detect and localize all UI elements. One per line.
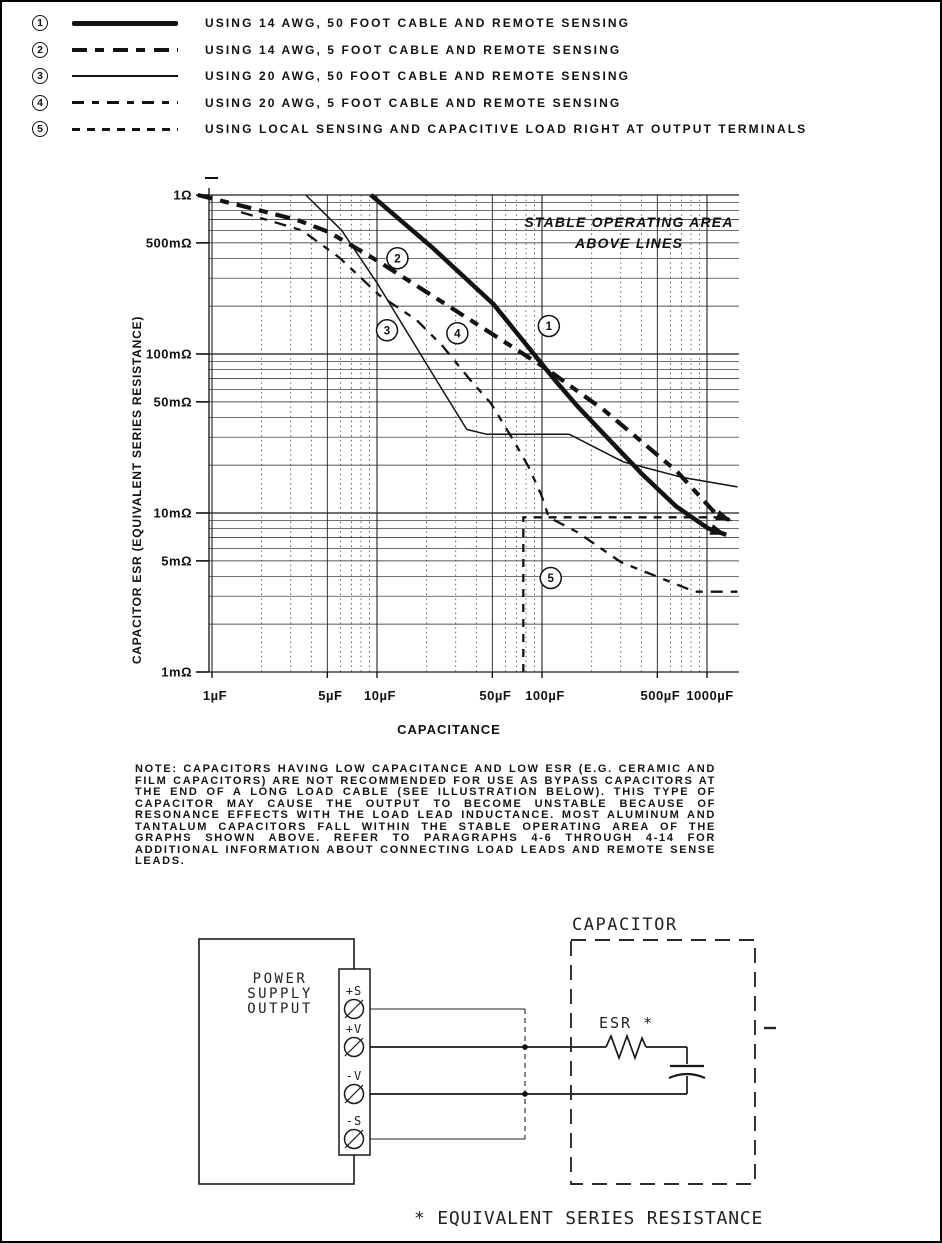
y-axis-title: CAPACITOR ESR (EQUIVALENT SERIES RESISTA… [130,316,144,664]
junction-dot-minus [522,1091,528,1097]
legend-number-badge: 4 [32,94,48,111]
legend-number: 5 [37,123,43,136]
terminal-label--V: -V [346,1069,362,1083]
legend-number-badge: 3 [32,68,48,85]
y-tick-label: 50mΩ [154,394,192,409]
capacitor-label: CAPACITOR [572,915,678,935]
curve-number-3: 3 [384,325,390,337]
x-tick-label: 500µF [641,688,681,703]
legend-line-sample [72,127,178,131]
esr-footnote: * EQUIVALENT SERIES RESISTANCE [414,1208,764,1229]
terminal-slash [344,1084,364,1104]
curve-3 [305,194,738,488]
legend-number-badge: 5 [32,121,48,138]
x-tick-label: 10µF [364,688,396,703]
curve-number-badge-1 [537,314,561,338]
legend-line-sample [72,47,178,52]
note-label: NOTE [135,763,173,775]
legend-number-badge: 1 [32,15,48,32]
legend-label: USING LOCAL SENSING AND CAPACITIVE LOAD … [205,122,808,137]
curve-2 [197,192,733,523]
legend-item-4: 4 USING 20 AWG, 5 FOOT CABLE AND REMOTE … [32,90,807,117]
legend-item-1: 1 USING 14 AWG, 50 FOOT CABLE AND REMOTE… [32,10,807,37]
capacitor-dashed-box [570,939,756,1185]
legend-item-3: 3 USING 20 AWG, 50 FOOT CABLE AND REMOTE… [32,63,807,90]
terminal-slash [344,1037,364,1057]
legend-label: USING 20 AWG, 50 FOOT CABLE AND REMOTE S… [205,69,631,84]
curve-4 [240,211,738,593]
legend-line-sample [72,101,178,105]
legend-item-5: 5 USING LOCAL SENSING AND CAPACITIVE LOA… [32,116,807,143]
note-body: : CAPACITORS HAVING LOW CAPACITANCE AND … [135,763,716,867]
chart-grid [205,177,739,673]
cable-legend: 1 USING 14 AWG, 50 FOOT CABLE AND REMOTE… [32,10,807,143]
chart-curve-number-badges: 1 2 3 4 5 [375,247,563,590]
curve-1 [369,193,728,537]
curve-number-1: 1 [546,321,553,333]
legend-label: USING 20 AWG, 5 FOOT CABLE AND REMOTE SE… [205,95,622,110]
x-tick-label: 100µF [525,688,565,703]
legend-label: USING 14 AWG, 5 FOOT CABLE AND REMOTE SE… [205,42,622,57]
legend-number-badge: 2 [32,41,48,58]
terminal-group: +S +V -V -S [343,984,365,1150]
curve-number-5: 5 [548,573,555,585]
terminal-label--S: -S [346,1114,362,1128]
power-supply-label-line2: SUPPLY [247,986,313,1002]
x-tick-label: 50µF [479,688,511,703]
power-supply-label-line3: OUTPUT [247,1001,313,1017]
y-tick-label: 5mΩ [161,553,192,568]
junction-dot-plus [522,1044,528,1050]
x-tick-label: 5µF [318,688,342,703]
legend-label: USING 14 AWG, 50 FOOT CABLE AND REMOTE S… [205,16,631,31]
power-supply-label-line1: POWER [253,971,308,987]
y-tick-label: 1mΩ [161,665,192,680]
curve-number-badge-2 [386,247,409,270]
stability-note: NOTE: CAPACITORS HAVING LOW CAPACITANCE … [135,763,716,868]
esr-label: ESR * [599,1014,654,1032]
y-tick-label: 500mΩ [146,235,192,250]
curve-5 [522,516,729,672]
x-axis-title: CAPACITANCE [397,722,501,737]
x-tick-label: 1µF [203,688,227,703]
curve-2-arrowhead [715,510,733,522]
legend-line-sample [72,20,178,26]
curve-number-badge-5 [539,566,563,590]
y-tick-label: 100mΩ [146,347,192,362]
y-tick-label: 10mΩ [154,506,192,521]
legend-number: 1 [37,17,43,30]
load-lead-circuit-diagram: POWER SUPPLY OUTPUT ESR * CAPACITOR [198,915,776,1185]
capacitor-bottom-plate [668,1072,706,1080]
stable-area-annotation-line2: ABOVE LINES [574,235,683,251]
legend-number: 2 [37,43,43,56]
x-tick-label: 1000µF [686,688,733,703]
legend-number: 3 [37,70,43,83]
curve-number-2: 2 [394,253,400,265]
stable-area-annotation-line1: STABLE OPERATING AREA [524,214,733,230]
curve-number-4: 4 [454,328,461,340]
terminal-slash [344,999,364,1019]
legend-line-sample [72,75,178,78]
terminal-label-+S: +S [346,984,362,998]
legend-item-2: 2 USING 14 AWG, 5 FOOT CABLE AND REMOTE … [32,37,807,64]
chart-axis-tick-labels: 1Ω 500mΩ 100mΩ 50mΩ 10mΩ 5mΩ 1mΩ 1µF 5µF 10µF 50µF… [146,188,733,704]
terminal-label-+V: +V [346,1022,362,1036]
chart-curves [197,192,738,672]
curve-number-badge-4 [446,322,469,345]
curve-1-arrowhead [709,524,727,535]
terminal-slash [344,1129,364,1149]
curve-number-badge-3 [375,319,399,342]
legend-number: 4 [37,96,43,109]
y-tick-label: 1Ω [173,188,192,203]
esr-resistor-zigzag [605,1033,647,1061]
